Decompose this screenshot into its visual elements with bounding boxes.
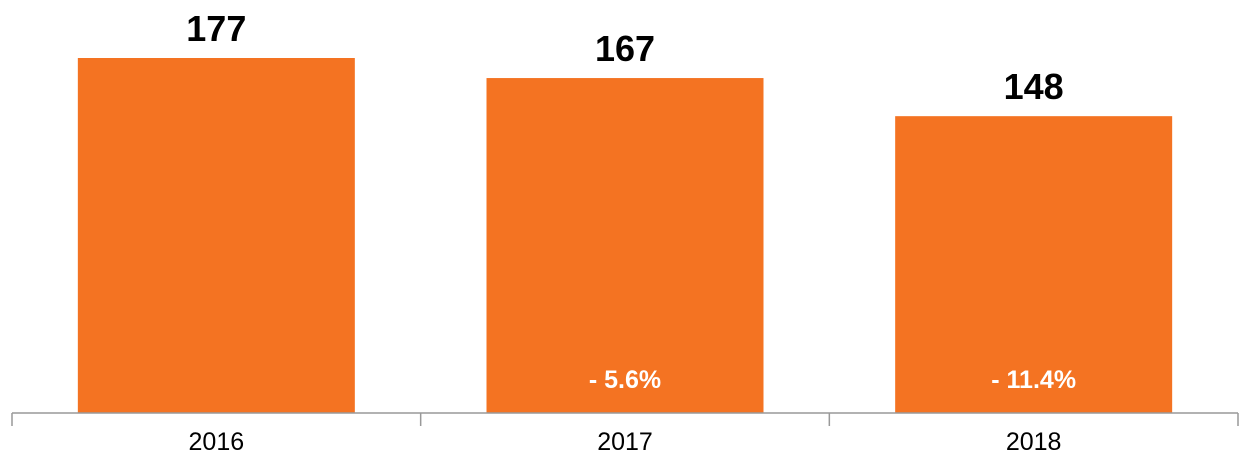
bar-2017 — [486, 78, 764, 414]
x-axis: 2016 2017 2018 — [11, 412, 1239, 456]
x-tick-label-2018: 2018 — [1006, 428, 1062, 456]
bars — [77, 58, 1173, 414]
bar-2016 — [77, 58, 355, 413]
change-label-2018: - 11.4% — [991, 366, 1076, 394]
value-label-2018: 148 — [1004, 66, 1064, 107]
x-tick-label-2017: 2017 — [597, 428, 653, 456]
value-label-2016: 177 — [186, 8, 246, 49]
bar-2018 — [895, 116, 1173, 413]
change-label-2017: - 5.6% — [589, 366, 661, 394]
value-labels: 177 167 - 5.6% 148 - 11.4% — [186, 8, 1076, 394]
x-tick-label-2016: 2016 — [189, 428, 245, 456]
value-label-2017: 167 — [595, 28, 655, 69]
